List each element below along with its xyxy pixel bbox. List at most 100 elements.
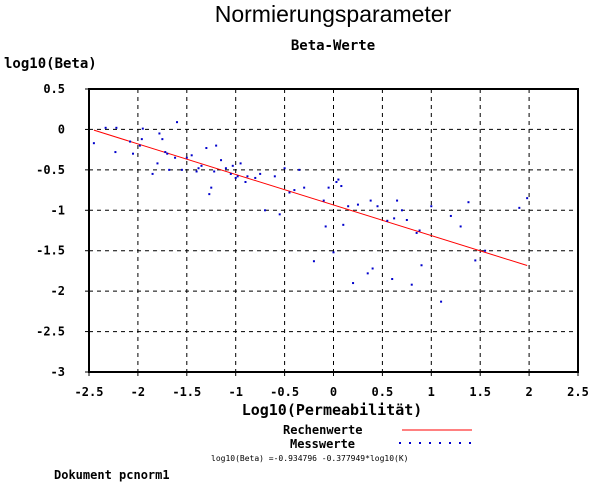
document-name: Dokument pcnorm1 — [54, 468, 170, 482]
measured-point — [393, 217, 396, 220]
measured-point — [342, 223, 345, 226]
plot-frame — [88, 88, 579, 373]
measured-point — [176, 121, 179, 124]
measured-point — [168, 168, 171, 171]
regression-formula: log10(Beta) =-0.934796 -0.377949*log10(K… — [211, 454, 408, 463]
measured-point — [405, 218, 408, 221]
measured-point — [114, 151, 117, 154]
grid — [89, 89, 578, 372]
measured-point — [335, 180, 338, 183]
legend-dot — [449, 442, 451, 444]
measured-point — [220, 159, 223, 162]
y-axis-label: log10(Beta) — [4, 56, 97, 72]
measured-point — [273, 175, 276, 178]
measured-point — [340, 185, 343, 188]
measured-point — [467, 201, 470, 204]
measured-point — [298, 168, 301, 171]
measured-point — [420, 264, 423, 267]
measured-point — [254, 176, 257, 179]
measured-point — [418, 229, 421, 232]
measured-point — [180, 168, 183, 171]
regression-line — [93, 129, 528, 266]
measured-point — [140, 138, 143, 141]
measured-point — [327, 186, 330, 189]
measured-point — [166, 152, 169, 155]
measured-point — [151, 172, 154, 175]
measured-point — [231, 164, 234, 167]
regression-line-layer — [93, 129, 528, 266]
x-tick-label: -2.5 — [75, 385, 104, 399]
measured-point — [92, 142, 95, 145]
measured-point — [337, 178, 340, 181]
measured-point — [210, 186, 213, 189]
y-tick-labels: 0.5 0 -0.5 -1 -1.5 -2 -2.5 -3 — [36, 82, 89, 379]
measured-point — [239, 162, 242, 165]
legend-label-regression: Rechenwerte — [283, 423, 362, 437]
measured-point — [526, 197, 529, 200]
legend-dot — [429, 442, 431, 444]
measured-point — [259, 172, 262, 175]
measured-point — [356, 203, 359, 206]
measured-point — [449, 214, 452, 217]
y-tick-label: -1.5 — [36, 244, 65, 258]
measured-point — [484, 249, 487, 252]
measured-point — [278, 213, 281, 216]
measured-point — [396, 199, 399, 202]
measured-point — [246, 175, 249, 178]
measured-point — [229, 172, 232, 175]
measured-point — [205, 147, 208, 150]
measured-point — [208, 193, 211, 196]
x-tick-label: -1.5 — [172, 385, 201, 399]
legend-dot — [459, 442, 461, 444]
x-tick-label: 0.5 — [372, 385, 394, 399]
measured-point — [264, 209, 267, 212]
x-tick-labels: -2.5 -2 -1.5 -1 -0.5 0 0.5 1 1.5 2 2.5 — [75, 372, 589, 399]
x-tick-label: 2 — [525, 385, 532, 399]
measured-point — [303, 186, 306, 189]
y-tick-label: 0.5 — [43, 82, 65, 96]
legend: Rechenwerte Messwerte — [283, 423, 472, 451]
measured-point — [347, 205, 350, 208]
legend-dot — [439, 442, 441, 444]
measured-point — [369, 199, 372, 202]
measured-point — [459, 225, 462, 228]
measured-point — [324, 225, 327, 228]
measured-point — [158, 132, 161, 135]
x-axis-label: Log10(Permeabilität) — [242, 401, 423, 419]
measured-point — [415, 231, 418, 234]
chart-title: Normierungsparameter — [215, 1, 452, 27]
legend-label-measured: Messwerte — [290, 437, 355, 451]
measured-point — [141, 127, 144, 130]
measured-point — [234, 176, 237, 179]
measured-point — [195, 170, 198, 173]
measured-point — [129, 140, 132, 143]
measured-point — [213, 170, 216, 173]
measured-point — [386, 219, 389, 222]
measured-point — [215, 144, 218, 147]
measured-point — [474, 259, 477, 262]
y-tick-label: -2.5 — [36, 325, 65, 339]
measured-point — [430, 205, 433, 208]
measured-point — [174, 156, 177, 159]
y-tick-label: -3 — [51, 365, 65, 379]
measured-point — [200, 164, 203, 167]
measured-point — [138, 144, 141, 147]
y-tick-label: -0.5 — [36, 163, 65, 177]
x-tick-label: 1 — [428, 385, 435, 399]
measured-point — [236, 175, 239, 178]
legend-swatch-measured — [399, 442, 471, 444]
y-tick-label: -1 — [51, 203, 65, 217]
measured-point — [185, 156, 188, 159]
measured-point — [391, 278, 394, 281]
legend-dot — [399, 442, 401, 444]
measured-point — [410, 283, 413, 286]
measured-point — [156, 162, 159, 165]
measured-point — [132, 152, 135, 155]
measured-point — [440, 300, 443, 303]
measured-point — [293, 189, 296, 192]
measured-point — [197, 167, 200, 170]
measured-point — [164, 151, 167, 154]
measured-point — [366, 272, 369, 275]
x-tick-label: 1.5 — [469, 385, 491, 399]
